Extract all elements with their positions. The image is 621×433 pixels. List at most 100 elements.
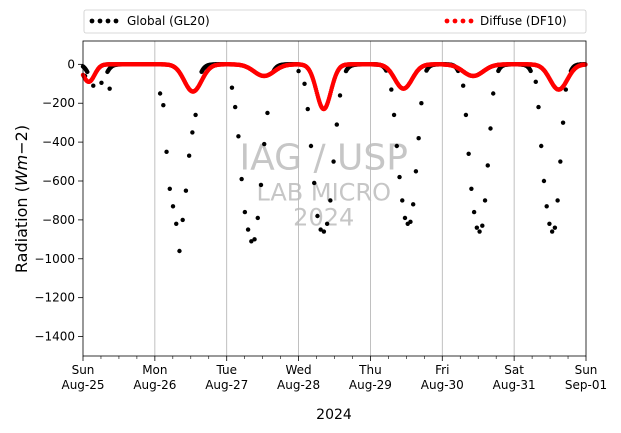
global-point [533,79,538,85]
global-point [331,159,336,164]
global-point [312,180,317,186]
x-axis-label: 2024 [316,407,352,423]
global-point [193,112,198,118]
global-point [389,87,394,92]
x-tick-label-date: Aug-29 [349,378,392,392]
global-point [471,209,477,215]
x-tick-label-day: Mon [142,363,167,377]
y-tick-label: 0 [67,57,75,71]
global-point [482,198,488,203]
legend: Global (GL20) Diffuse (DF10) [83,9,587,34]
global-point [315,213,320,219]
y-tick-label: −1200 [34,291,75,305]
global-point [400,198,405,203]
x-tick-label-date: Aug-27 [205,378,248,392]
watermark-line: 2024 [293,204,354,232]
x-tick-label-day: Sun [575,363,598,377]
watermark-line: LAB MICRO [256,178,391,206]
watermark-line: IAG / USP [240,137,408,178]
global-point [249,239,254,244]
global-point [239,176,244,182]
x-tick-label-day: Tue [215,363,237,377]
global-point [164,149,169,155]
global-point [321,229,327,234]
global-point [539,143,544,149]
global-point [419,101,424,106]
y-axis: 0 −200 −400 −600 −800 −1000 −1200 −1400 [34,57,83,344]
global-point [536,104,541,110]
global-point [491,91,496,96]
y-tick-label: −400 [42,135,75,149]
legend-label-diffuse: Diffuse (DF10) [480,14,567,28]
global-point [416,136,421,141]
global-point [466,151,471,156]
global-point [391,112,397,118]
global-point [463,112,469,118]
global-point [480,223,485,228]
x-tick-label-day: Wed [285,363,311,377]
global-point [190,130,195,135]
global-point [265,110,270,116]
global-point [183,188,189,193]
x-tick-label-day: Sat [504,363,524,377]
global-point [296,68,301,74]
legend-marker-global [89,18,119,24]
global-point [236,134,241,139]
x-tick-label-date: Aug-26 [133,378,176,392]
x-tick-label-day: Fri [435,363,449,377]
global-point [85,69,90,75]
global-point [302,81,307,86]
global-point [547,221,552,226]
global-point [541,178,547,184]
global-point [402,215,408,221]
global-point [170,204,176,209]
x-tick-label-date: Aug-31 [493,378,536,392]
global-point [177,248,182,254]
global-point [474,225,480,230]
global-point [157,91,163,96]
x-tick-label-date: Aug-30 [421,378,464,392]
global-point [242,209,248,215]
global-point [328,198,333,203]
global-point [324,221,330,226]
diffuse-point [583,62,588,67]
global-point [334,122,340,127]
global-point [563,87,569,92]
global-point [413,169,419,174]
x-tick-label-date: Aug-25 [61,378,104,392]
global-point [174,221,179,226]
global-point [255,215,260,221]
legend-marker-diffuse [444,18,474,24]
y-tick-label: −200 [42,96,75,110]
x-tick-label-day: Sun [72,363,95,377]
global-point [186,153,192,158]
global-point [549,229,555,234]
global-point [232,104,238,110]
y-tick-label: −600 [42,174,75,188]
global-point [99,80,104,86]
global-point [408,219,413,225]
global-point [245,227,251,232]
global-point [180,217,185,223]
x-tick-label-date: Sep-01 [565,378,607,392]
global-point [469,186,474,191]
legend-box [83,9,587,34]
y-tick-label: −1400 [34,330,75,344]
global-point [305,106,310,112]
x-tick-label-day: Thu [358,363,382,377]
global-point [485,163,490,168]
global-point [544,204,549,209]
global-point [460,83,466,88]
global-point [558,159,563,164]
global-point [258,182,264,188]
global-point [337,93,343,98]
global-point [552,225,558,230]
y-tick-label: −800 [42,213,75,227]
global-point [252,237,257,242]
y-tick-label: −1000 [34,252,75,266]
y-axis-label: Radiation (Wm−2) [12,125,31,273]
global-point [394,143,400,149]
x-axis: SunAug-25MonAug-26TueAug-27WedAug-28ThuA… [61,356,607,392]
